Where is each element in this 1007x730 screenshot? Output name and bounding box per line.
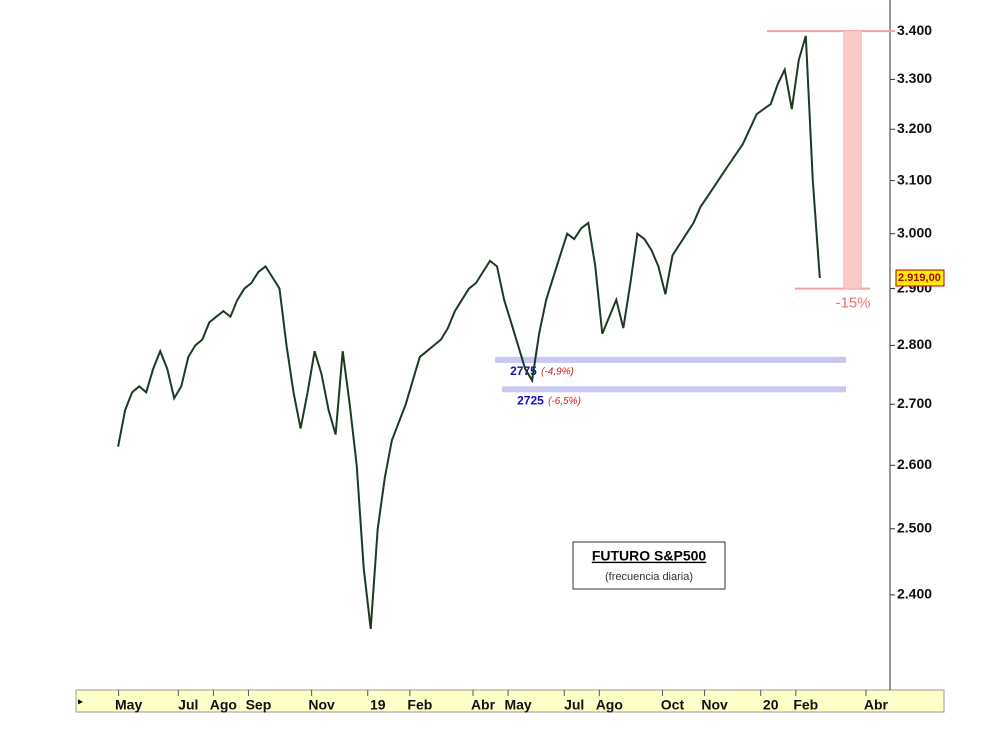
x-tick-label: Feb [793, 697, 818, 713]
title-box [572, 541, 726, 590]
x-tick-label: Ago [210, 697, 237, 713]
price-line [117, 35, 821, 630]
y-tick-label: 2.800 [897, 336, 932, 352]
y-tick-label: 3.100 [897, 171, 932, 187]
y-tick-label: 2.500 [897, 519, 932, 535]
x-axis-bar [75, 689, 945, 713]
y-tick-label: 3.200 [897, 120, 932, 136]
x-tick-label: Oct [661, 697, 685, 713]
support-level [495, 356, 846, 363]
y-tick-label: 2.700 [897, 395, 932, 411]
last-price-label: 2.919,00 [898, 272, 941, 284]
x-tick-label: Nov [701, 697, 728, 713]
y-tick-label: 2.400 [897, 586, 932, 602]
x-tick-label: Jul [178, 697, 198, 713]
drop-label: -15% [835, 295, 870, 312]
level-label: 2775 [510, 364, 537, 378]
chart-title: FUTURO S&P500 [592, 548, 707, 564]
x-tick-label: May [115, 697, 142, 713]
x-tick-label: Nov [308, 697, 335, 713]
y-tick-label: 3.000 [897, 224, 932, 240]
x-tick-label: Ago [596, 697, 623, 713]
x-tick-label: Sep [246, 697, 272, 713]
x-tick-label: Feb [407, 697, 432, 713]
y-tick-label: 3.300 [897, 70, 932, 86]
chart-subtitle: (frecuencia diaria) [605, 571, 693, 583]
x-tick-label: May [504, 697, 531, 713]
last-price-tag [895, 269, 945, 287]
x-tick-label: Jul [564, 697, 584, 713]
level-label: 2725 [517, 393, 544, 407]
level-note: (-4,9%) [541, 367, 574, 378]
y-tick-label: 2.600 [897, 456, 932, 472]
x-tick-label: Abr [864, 697, 889, 713]
drop-band [843, 31, 862, 289]
y-tick-label: 3.400 [897, 22, 932, 38]
support-level [502, 386, 846, 393]
x-tick-label: 20 [763, 697, 779, 713]
level-note: (-6,5%) [548, 396, 581, 407]
x-tick-label: Abr [471, 697, 496, 713]
x-tick-label: 19 [370, 697, 386, 713]
scroll-arrow[interactable]: ▸ [78, 697, 83, 708]
